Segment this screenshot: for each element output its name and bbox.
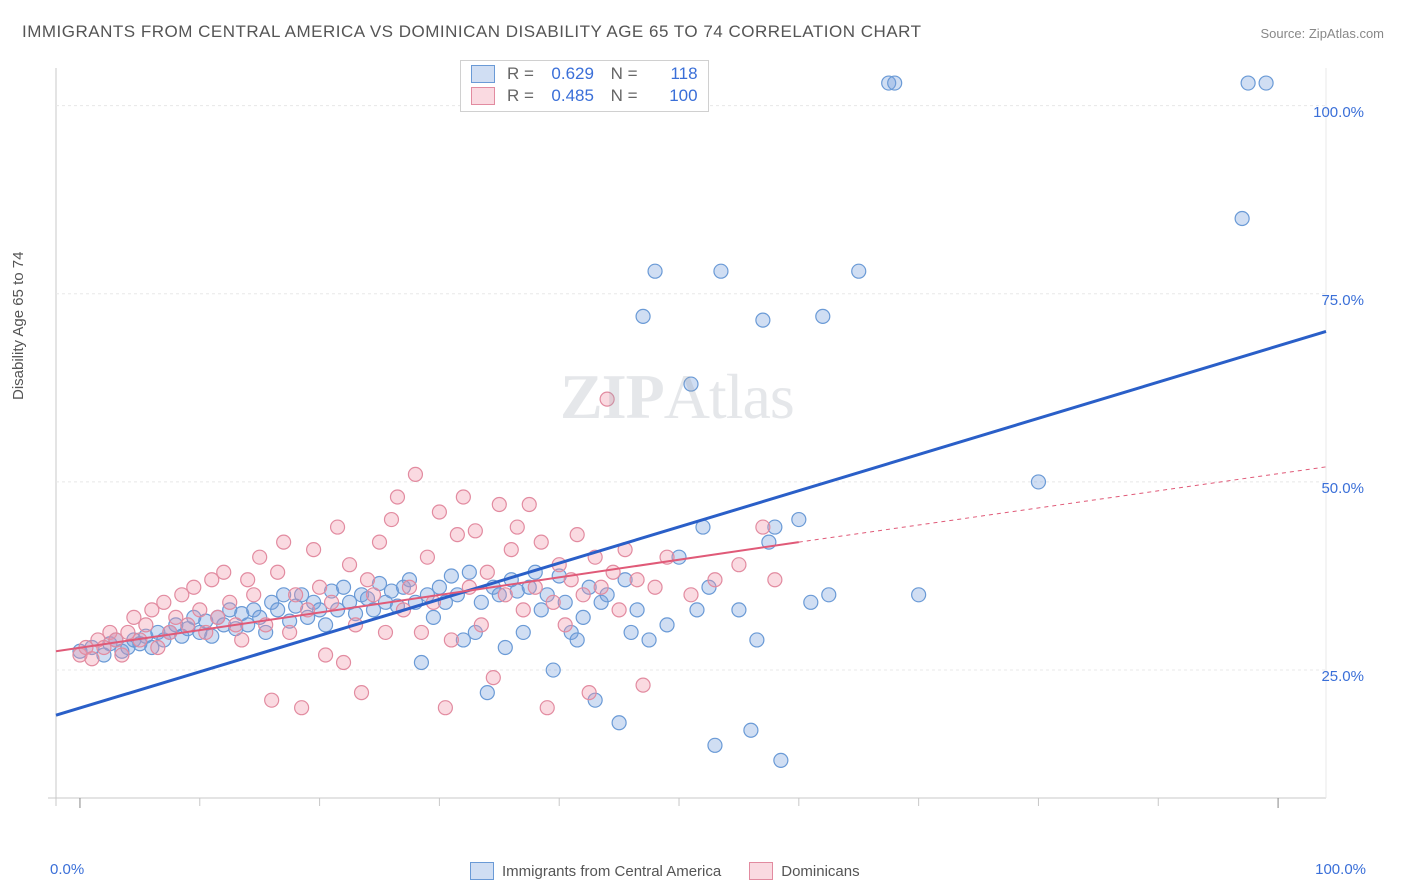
scatter-plot xyxy=(46,58,1376,828)
y-axis-75: 75.0% xyxy=(1321,292,1364,309)
source-label: Source: ZipAtlas.com xyxy=(1260,26,1384,41)
y-axis-50: 50.0% xyxy=(1321,480,1364,497)
series-label-dominicans: Dominicans xyxy=(781,863,859,880)
series-legend: Immigrants from Central America Dominica… xyxy=(470,862,860,880)
r-value-blue: 0.629 xyxy=(540,63,594,85)
n-value-blue: 118 xyxy=(644,63,698,85)
series-label-central-america: Immigrants from Central America xyxy=(502,863,721,880)
x-axis-100: 100.0% xyxy=(1315,861,1366,878)
legend-row-pink: R = 0.485 N = 100 xyxy=(471,85,698,107)
swatch-pink xyxy=(471,87,495,105)
swatch-blue xyxy=(471,65,495,83)
n-value-pink: 100 xyxy=(644,85,698,107)
chart-title: IMMIGRANTS FROM CENTRAL AMERICA VS DOMIN… xyxy=(22,22,921,42)
legend-row-blue: R = 0.629 N = 118 xyxy=(471,63,698,85)
y-axis-100: 100.0% xyxy=(1313,104,1364,121)
legend-item-dominicans: Dominicans xyxy=(749,862,859,880)
y-axis-25: 25.0% xyxy=(1321,668,1364,685)
swatch-pink-bottom xyxy=(749,862,773,880)
y-axis-label: Disability Age 65 to 74 xyxy=(10,252,27,400)
correlation-legend: R = 0.629 N = 118 R = 0.485 N = 100 xyxy=(460,60,709,112)
swatch-blue-bottom xyxy=(470,862,494,880)
x-axis-0: 0.0% xyxy=(50,861,84,878)
r-value-pink: 0.485 xyxy=(540,85,594,107)
legend-item-central-america: Immigrants from Central America xyxy=(470,862,721,880)
